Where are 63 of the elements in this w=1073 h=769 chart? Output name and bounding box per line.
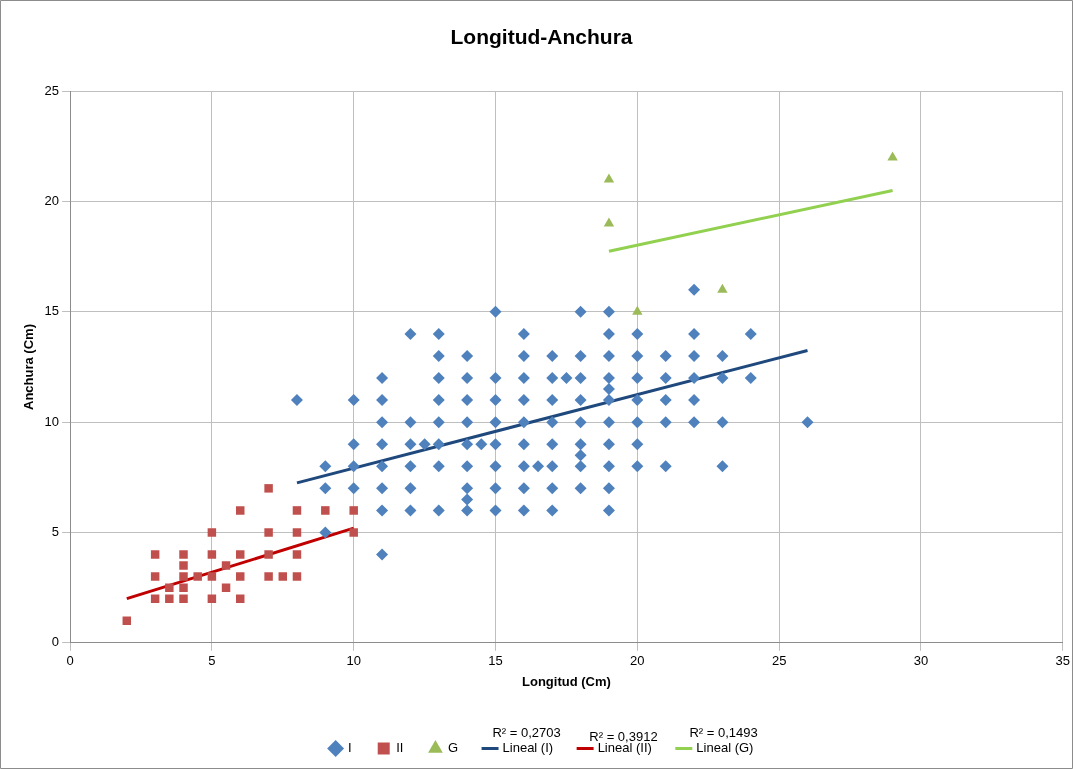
x-tick-label: 20 [630, 653, 645, 669]
point [207, 594, 217, 603]
point [236, 506, 245, 515]
legend-label: Lineal (I) [502, 740, 554, 756]
legend-label: G [447, 740, 459, 756]
x-tick-label: 0 [66, 653, 74, 669]
x-tick-label: 30 [913, 653, 929, 669]
point [264, 528, 273, 537]
legend-label: I [348, 740, 352, 756]
point [165, 594, 174, 603]
text: R² = 0,1493 [689, 725, 758, 741]
point [236, 550, 245, 559]
point [264, 484, 273, 493]
point [150, 550, 160, 559]
point [603, 217, 615, 227]
point [150, 572, 160, 581]
y-tick-label: 25 [44, 82, 60, 98]
y-axis-title: Anchura (Cm) [21, 324, 37, 410]
text: R² = 0,2703 [492, 725, 561, 741]
point [193, 572, 202, 581]
point [150, 594, 160, 603]
y-tick-label: 10 [44, 413, 60, 429]
point [221, 583, 231, 592]
x-tick-label: 5 [208, 653, 216, 669]
point [321, 506, 330, 515]
point [221, 561, 231, 570]
point [179, 594, 188, 603]
chart-title: Longitud-Anchura [450, 25, 633, 49]
point [264, 550, 273, 559]
point [717, 283, 728, 293]
point [887, 151, 898, 161]
y-tick-label: 0 [51, 634, 60, 650]
point [603, 173, 615, 183]
y-tick-label: 5 [51, 524, 60, 540]
legend-label: II [396, 740, 404, 756]
point [349, 506, 358, 515]
point [278, 572, 288, 581]
point [292, 506, 302, 515]
point [207, 550, 217, 559]
point [207, 572, 217, 581]
x-tick-label: 10 [346, 653, 361, 669]
y-tick-label: 15 [44, 303, 60, 319]
point [207, 528, 217, 537]
x-axis-title: Longitud (Cm) [522, 673, 611, 689]
point [264, 572, 273, 581]
point [179, 561, 188, 570]
point [632, 305, 643, 315]
point [179, 572, 188, 581]
point [122, 616, 132, 625]
point [292, 550, 302, 559]
x-tick-label: 25 [771, 653, 787, 669]
legend-label: Lineal (G) [696, 740, 754, 756]
point [349, 528, 358, 537]
point [179, 583, 188, 592]
point [179, 550, 188, 559]
point [236, 594, 245, 603]
x-tick-label: 35 [1055, 653, 1070, 669]
point [292, 572, 302, 581]
point [165, 583, 174, 592]
y-tick-label: 20 [44, 193, 60, 209]
point [236, 572, 245, 581]
x-tick-label: 15 [488, 653, 503, 669]
point [292, 528, 302, 537]
